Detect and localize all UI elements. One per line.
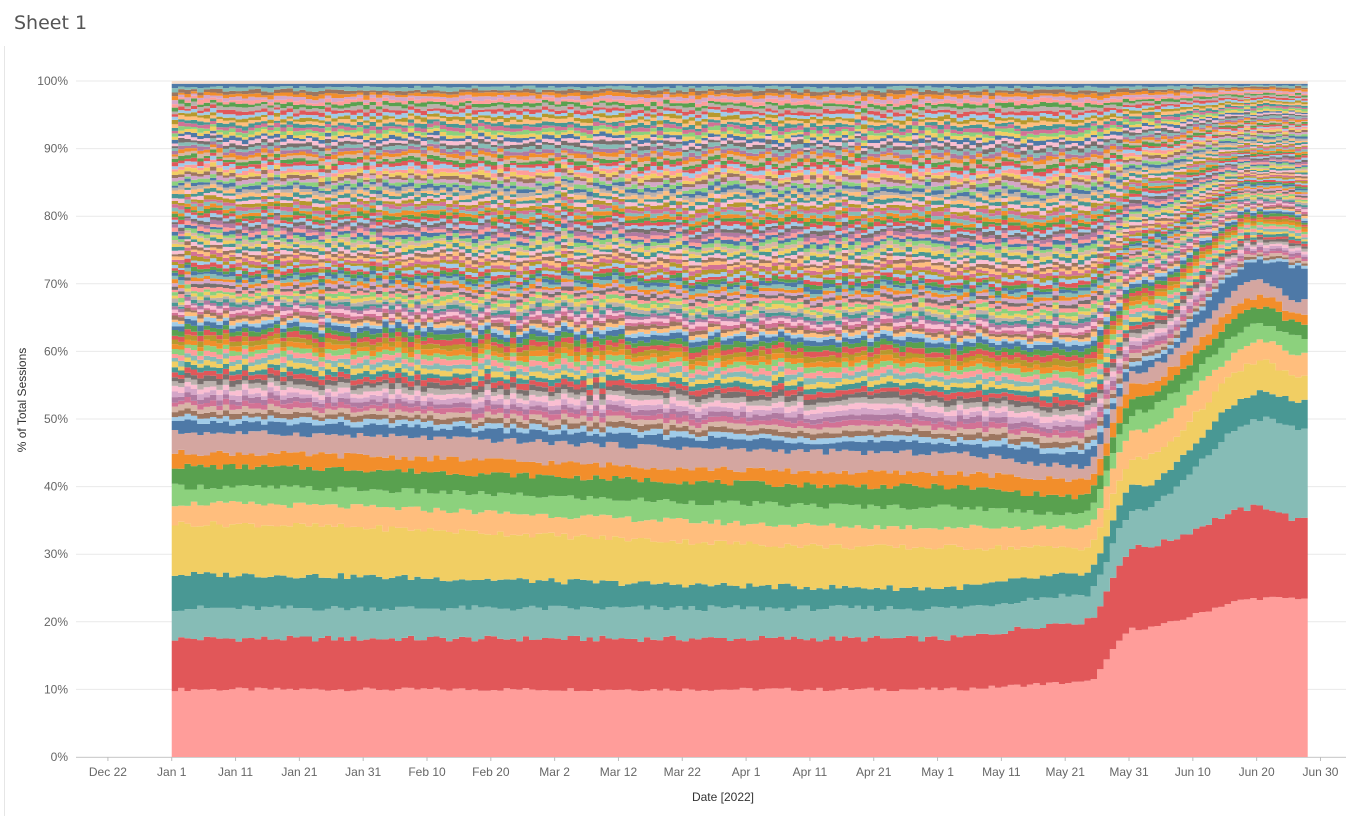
x-tick-label: Dec 22	[89, 765, 127, 779]
x-tick-label: May 31	[1109, 765, 1149, 779]
area-band-1[interactable]	[171, 504, 1308, 692]
area-band-86[interactable]	[171, 114, 1308, 158]
area-band-2[interactable]	[171, 416, 1308, 642]
area-band-76[interactable]	[171, 131, 1308, 195]
area-band-64[interactable]	[171, 152, 1308, 236]
y-tick-label: 80%	[44, 209, 68, 223]
stacked-areas[interactable]	[171, 81, 1308, 757]
area-band-3[interactable]	[171, 390, 1308, 612]
area-band-103[interactable]	[171, 85, 1308, 98]
x-tick-label: May 1	[921, 765, 954, 779]
y-tick-label: 10%	[44, 682, 68, 696]
area-band-51[interactable]	[171, 173, 1308, 285]
area-band-84[interactable]	[171, 118, 1308, 165]
x-tick-label: Feb 20	[472, 765, 510, 779]
area-band-90[interactable]	[171, 107, 1308, 146]
area-band-98[interactable]	[171, 94, 1308, 117]
y-tick-label: 30%	[44, 547, 68, 561]
sheet-title: Sheet 1	[14, 12, 88, 34]
x-tick-label: May 21	[1046, 765, 1086, 779]
area-band-72[interactable]	[171, 137, 1308, 208]
y-tick-label: 50%	[44, 412, 68, 426]
y-axis: 0% 10% 20% 30% 40% 50% 60% 70% 80% 90% 100%	[37, 74, 68, 764]
area-band-77[interactable]	[171, 129, 1308, 192]
area-band-95[interactable]	[171, 99, 1308, 130]
x-tick-label: Apr 21	[856, 765, 892, 779]
x-tick-label: Jan 1	[157, 765, 187, 779]
x-axis-title: Date [2022]	[692, 790, 754, 804]
x-tick-label: Jan 21	[281, 765, 317, 779]
area-band-52[interactable]	[171, 172, 1308, 281]
area-band-101[interactable]	[171, 89, 1308, 106]
x-tick-label: Jan 31	[345, 765, 381, 779]
area-band-87[interactable]	[171, 112, 1308, 155]
x-axis: Dec 22 Jan 1 Jan 11 Jan 21 Jan 31 Feb 10 Feb 2…	[76, 757, 1346, 779]
area-band-92[interactable]	[171, 104, 1308, 141]
area-band-91[interactable]	[171, 105, 1308, 143]
x-tick-label: Jun 20	[1239, 765, 1275, 779]
y-tick-label: 20%	[44, 615, 68, 629]
area-band-82[interactable]	[171, 121, 1308, 173]
y-tick-label: 40%	[44, 480, 68, 494]
x-tick-label: May 11	[982, 765, 1021, 779]
area-band-81[interactable]	[171, 122, 1308, 177]
x-tick-label: Apr 11	[793, 765, 828, 779]
area-band-71[interactable]	[171, 139, 1308, 212]
x-tick-label: Mar 22	[664, 765, 702, 779]
area-band-85[interactable]	[171, 116, 1308, 162]
area-band-70[interactable]	[171, 141, 1308, 216]
area-band-63[interactable]	[171, 153, 1308, 241]
y-tick-label: 100%	[37, 74, 68, 88]
x-tick-label: Jan 11	[218, 765, 253, 779]
area-band-89[interactable]	[171, 109, 1308, 149]
area-band-59[interactable]	[171, 160, 1308, 255]
area-band-97[interactable]	[171, 95, 1308, 121]
area-band-74[interactable]	[171, 134, 1308, 202]
y-tick-label: 90%	[44, 142, 68, 156]
area-band-78[interactable]	[171, 127, 1308, 188]
area-band-53[interactable]	[171, 170, 1308, 278]
x-tick-label: Jun 10	[1175, 765, 1211, 779]
area-band-4[interactable]	[171, 359, 1308, 591]
x-tick-label: Mar 12	[600, 765, 638, 779]
area-band-0[interactable]	[171, 596, 1308, 757]
x-tick-label: Feb 10	[408, 765, 446, 779]
area-band-96[interactable]	[171, 97, 1308, 125]
y-tick-label: 0%	[51, 750, 69, 764]
x-tick-label: Mar 2	[539, 765, 570, 779]
x-tick-label: Apr 1	[732, 765, 761, 779]
area-band-58[interactable]	[171, 162, 1308, 259]
frame-border	[4, 46, 5, 816]
area-band-60[interactable]	[171, 159, 1308, 251]
area-band-104[interactable]	[171, 84, 1308, 93]
area-band-94[interactable]	[171, 100, 1308, 134]
area-band-79[interactable]	[171, 125, 1308, 184]
area-band-75[interactable]	[171, 132, 1308, 199]
area-band-80[interactable]	[171, 124, 1308, 181]
y-tick-label: 60%	[44, 344, 68, 358]
area-band-105[interactable]	[171, 83, 1308, 89]
y-tick-label: 70%	[44, 277, 68, 291]
x-tick-label: Jun 30	[1302, 765, 1338, 779]
area-band-83[interactable]	[171, 119, 1308, 169]
area-band-73[interactable]	[171, 135, 1308, 205]
area-band-69[interactable]	[171, 142, 1308, 219]
y-axis-title: % of Total Sessions	[15, 348, 29, 453]
area-band-106[interactable]	[171, 81, 1308, 84]
